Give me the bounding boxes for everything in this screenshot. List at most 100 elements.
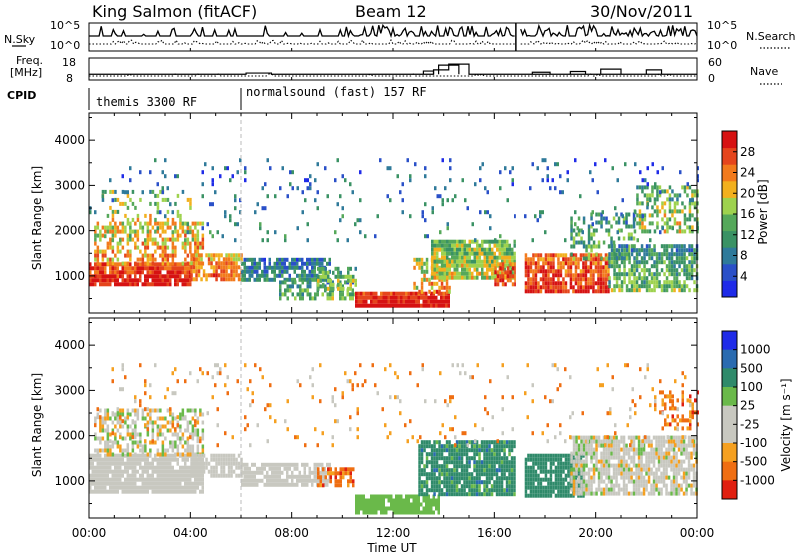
power-cell [693,256,696,260]
velocity-cell [154,441,157,445]
power-cell [249,278,252,282]
power-cell [200,261,203,265]
velocity-cell [473,480,476,484]
velocity-cell [433,476,436,480]
velocity-cell [162,470,165,474]
power-cell [628,213,631,217]
power-cell [479,244,482,248]
power-cell [174,250,177,254]
power-cell [124,230,127,234]
velocity-cell [97,474,100,478]
power-cell [487,190,490,194]
power-cell [636,185,639,189]
power-cell [542,158,545,162]
velocity-cell [430,507,433,511]
power-cell [99,250,102,254]
velocity-cell [493,456,496,460]
velocity-cell [309,467,312,471]
power-cell [691,268,694,272]
velocity-cell [104,474,107,478]
power-cell [117,270,120,274]
velocity-cell [114,474,117,478]
velocity-cell [104,409,107,413]
velocity-cell [109,486,112,490]
power-cell [159,234,162,238]
power-cell [139,278,142,282]
power-cell [184,270,187,274]
power-cell [577,265,580,269]
power-cell [421,290,424,294]
power-cell [688,248,691,252]
power-cell [244,178,247,182]
velocity-cell [193,470,196,474]
power-cell [681,229,684,233]
velocity-cell [132,470,135,474]
power-cell [575,269,578,273]
power-cell [107,278,110,282]
power-cell [631,264,634,268]
power-cell [117,274,120,278]
power-cell [94,210,97,214]
velocity-cell [423,448,426,452]
velocity-cell [137,445,140,449]
power-cell [514,256,517,260]
power-cell [292,284,295,288]
velocity-cell [578,460,581,464]
power-cell [446,290,449,294]
power-cell [618,217,621,221]
velocity-cell [184,449,187,453]
velocity-cell [433,499,436,503]
velocity-cell [104,417,107,421]
power-cell [676,280,679,284]
velocity-cell [358,495,361,499]
velocity-cell [588,444,591,448]
power-cell [154,270,157,274]
power-cell [164,278,167,282]
velocity-cell [223,470,226,474]
power-cell [174,226,177,230]
velocity-cell [144,462,147,466]
velocity-cell [197,445,200,449]
power-cell [444,276,447,280]
power-cell [344,296,347,300]
velocity-cell [618,468,621,472]
power-cell [512,166,515,170]
velocity-cell [443,492,446,496]
velocity-cell [451,476,454,480]
power-cell [479,272,482,276]
power-cell [311,262,314,266]
power-cell [112,266,115,270]
velocity-cell [189,445,192,449]
power-cell [540,253,543,257]
power-cell [426,266,429,270]
power-cell [661,205,664,209]
velocity-cell [605,492,608,496]
power-cell [109,190,112,194]
velocity-cell [496,488,499,492]
power-cell [167,186,170,190]
power-cell [582,265,585,269]
power-cell [600,277,603,281]
velocity-cell [508,468,511,472]
power-cell [679,209,682,213]
station-title: King Salmon (fitACF) [92,2,257,21]
power-cell [215,273,218,277]
power-cell [550,265,553,269]
power-cell [540,277,543,281]
power-cell [623,268,626,272]
power-cell [532,273,535,277]
power-cell [424,202,427,206]
velocity-cell [590,460,593,464]
power-cell [97,246,100,250]
power-cell [228,257,231,261]
power-cell [262,186,265,190]
power-cell [673,288,676,292]
velocity-cell [251,479,254,483]
power-cell [220,261,223,265]
velocity-cell [147,421,150,425]
velocity-cell [608,472,611,476]
power-cell [294,280,297,284]
power-cell [187,222,190,226]
power-cell [129,258,132,262]
velocity-cell [200,454,203,458]
